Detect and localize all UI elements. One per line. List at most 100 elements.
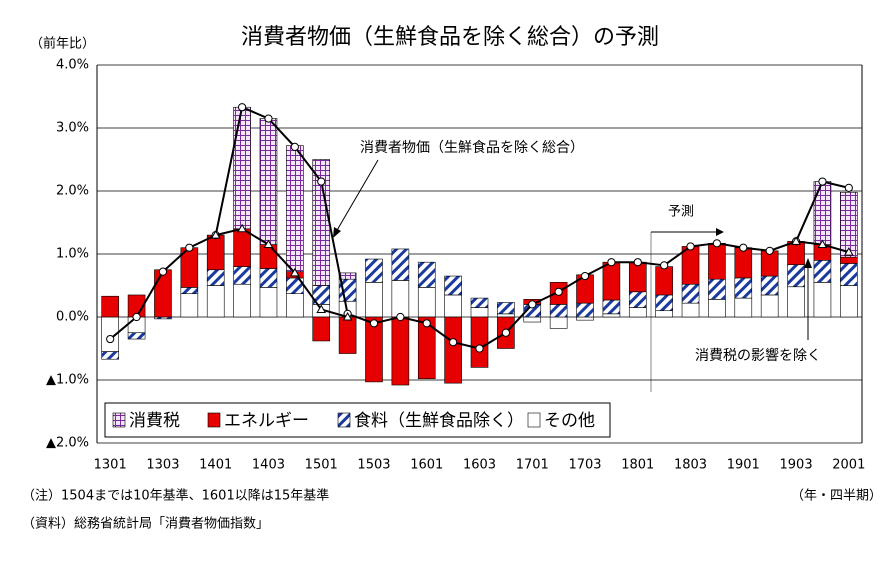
bar-segment bbox=[708, 242, 726, 280]
bar-segment bbox=[206, 234, 225, 271]
legend-swatch bbox=[527, 412, 541, 428]
bar-segment bbox=[602, 299, 621, 315]
bar-segment bbox=[180, 293, 199, 318]
line-marker bbox=[817, 239, 828, 249]
line-marker bbox=[132, 312, 141, 322]
bar-segment bbox=[259, 287, 278, 318]
bar-segment bbox=[233, 266, 251, 285]
line-marker bbox=[843, 247, 854, 256]
bar-segment bbox=[787, 264, 805, 288]
line-marker bbox=[317, 177, 326, 186]
bar-segment bbox=[813, 282, 832, 318]
plot-area bbox=[96, 64, 863, 444]
legend-label: その他 bbox=[544, 411, 595, 431]
bar-segment bbox=[391, 280, 410, 318]
x-axis-label: （年・四半期） bbox=[791, 489, 882, 504]
bar-segment bbox=[470, 297, 489, 308]
bar-segment bbox=[286, 145, 304, 272]
bar-segment bbox=[734, 247, 753, 279]
note: （資料）総務省統計局「消費者物価指数」 bbox=[22, 516, 269, 532]
line-marker bbox=[844, 183, 853, 192]
line-marker bbox=[580, 271, 590, 281]
legend-box bbox=[104, 402, 611, 438]
bar-segment bbox=[708, 299, 726, 318]
legend-label: エネルギー bbox=[224, 411, 309, 431]
y-tick-label: 3.0% bbox=[56, 121, 89, 136]
bar-segment bbox=[655, 294, 673, 312]
line-marker bbox=[369, 319, 379, 328]
line-marker bbox=[237, 103, 247, 112]
bar-segment bbox=[628, 261, 647, 293]
x-tick-label: 1503 bbox=[357, 458, 390, 473]
line-marker bbox=[765, 246, 774, 255]
bar-segment bbox=[655, 310, 673, 318]
legend-label: 食料（生鮮食品除く） bbox=[354, 411, 524, 431]
bar-segment bbox=[655, 266, 673, 296]
y-tick-label: 4.0% bbox=[56, 58, 89, 73]
bar-segment bbox=[233, 228, 251, 267]
line-marker bbox=[185, 243, 194, 252]
bar-segment bbox=[497, 313, 515, 318]
bar-segment bbox=[708, 278, 726, 300]
line-marker bbox=[342, 311, 353, 321]
x-tick-label: 1401 bbox=[199, 458, 232, 473]
y-tick-label: 0.0% bbox=[56, 310, 89, 325]
bar-segment bbox=[840, 256, 858, 264]
line-marker bbox=[158, 267, 168, 276]
x-tick-label: 1801 bbox=[621, 458, 654, 473]
line-marker bbox=[712, 239, 722, 248]
bar-segment bbox=[365, 258, 383, 283]
x-tick-label: 1301 bbox=[94, 458, 127, 473]
line-marker bbox=[449, 338, 458, 347]
arrow-head bbox=[804, 258, 812, 268]
x-tick-label: 1403 bbox=[252, 458, 285, 473]
bar-segment bbox=[286, 293, 304, 318]
y-tick-label: 1.0% bbox=[56, 247, 89, 262]
bar-segment bbox=[101, 351, 119, 360]
x-tick-label: 1601 bbox=[410, 458, 443, 473]
annotation: 消費税の影響を除く bbox=[695, 347, 821, 364]
legend-swatch bbox=[337, 412, 351, 428]
bar-segment bbox=[127, 332, 146, 340]
bar-segment bbox=[681, 302, 700, 318]
line-marker bbox=[818, 177, 827, 186]
bar-segment bbox=[813, 181, 832, 245]
x-tick-label: 1901 bbox=[727, 458, 760, 473]
bar-segment bbox=[206, 285, 225, 318]
line-marker bbox=[686, 242, 695, 251]
line-marker bbox=[106, 334, 115, 344]
bar-segment bbox=[628, 307, 647, 318]
y-tick-label: 2.0% bbox=[56, 184, 89, 199]
line-marker bbox=[422, 319, 431, 328]
x-tick-label: 1501 bbox=[305, 458, 338, 473]
annotation-arrow bbox=[335, 159, 379, 233]
bar-segment bbox=[576, 316, 594, 321]
bar-segment bbox=[681, 246, 700, 285]
chart-title: 消費者物価（生鮮食品を除く総合）の予測 bbox=[241, 25, 659, 50]
bar-segment bbox=[549, 304, 568, 318]
bar-segment bbox=[259, 118, 278, 245]
line-marker bbox=[528, 300, 537, 309]
bar-segment bbox=[628, 291, 647, 308]
bar-segment bbox=[154, 269, 172, 318]
bar-segment bbox=[417, 287, 436, 318]
bar-segment bbox=[259, 244, 278, 269]
bar-segment bbox=[813, 259, 832, 283]
x-tick-label: 2001 bbox=[832, 458, 865, 473]
bar-segment bbox=[417, 261, 436, 288]
bar-segment bbox=[787, 286, 805, 318]
bar-segment bbox=[444, 316, 462, 384]
bar-segment bbox=[101, 295, 119, 318]
x-tick-label: 1603 bbox=[463, 458, 496, 473]
line-marker bbox=[475, 344, 484, 353]
line-marker bbox=[210, 230, 221, 239]
line-marker bbox=[290, 142, 299, 151]
line-marker bbox=[633, 258, 642, 267]
bar-segment bbox=[417, 316, 436, 380]
x-tick-label: 1803 bbox=[674, 458, 707, 473]
x-tick-label: 1303 bbox=[146, 458, 179, 473]
line-marker bbox=[263, 239, 274, 249]
arrow-head bbox=[716, 228, 724, 236]
line-marker bbox=[501, 328, 510, 337]
